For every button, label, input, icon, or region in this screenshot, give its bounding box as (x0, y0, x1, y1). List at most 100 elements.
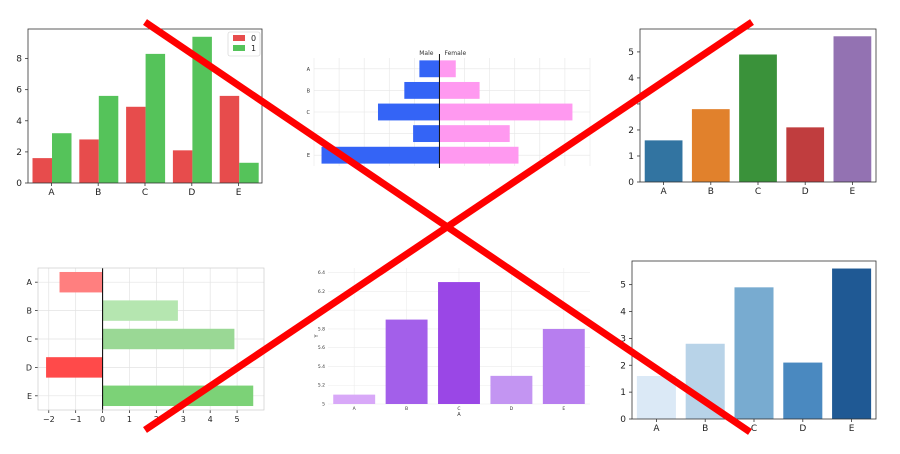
bar-E-series-0 (219, 95, 240, 183)
bar-B (691, 109, 730, 182)
y-tick-label: E (27, 392, 32, 401)
y-tick-label: 4 (620, 308, 626, 318)
y-tick-label: 2 (16, 148, 22, 158)
y-tick-label: 5 (620, 281, 626, 291)
x-tick-label: 1 (127, 415, 132, 424)
x-tick-label: A (661, 187, 668, 197)
x-tick-label: −2 (43, 415, 55, 424)
panel-blues-bar: A B C D E 0 1 2 3 4 5 (620, 260, 877, 434)
y-tick-label: 0 (16, 179, 22, 189)
y-tick-label: 5.4 (318, 364, 325, 370)
bar-D-series-1 (192, 36, 212, 184)
bar-C-female (439, 103, 573, 121)
x-tick-label: D (802, 187, 809, 197)
bar-E (832, 268, 872, 419)
bar-A (59, 271, 103, 293)
legend: 01 (227, 31, 261, 57)
header-female: Female (444, 50, 466, 57)
bar-A-series-0 (32, 158, 52, 183)
x-tick-label: B (708, 187, 714, 197)
bar-C (438, 282, 480, 404)
y-tick-label: 2 (628, 126, 634, 136)
x-tick-label: 4 (208, 415, 213, 424)
y-tick-label: A (307, 67, 311, 73)
panel-diverging-hbar: −2−1012345ABCDE (26, 267, 265, 424)
x-axis-label: A (457, 412, 461, 418)
x-tick-label: 3 (181, 415, 186, 424)
legend-swatch-0 (233, 35, 245, 41)
y-tick-label: C (26, 335, 32, 344)
bar-D (46, 357, 103, 378)
bar-C-male (377, 103, 440, 121)
y-tick-label: 1 (620, 388, 626, 398)
x-tick-label: C (751, 424, 757, 434)
legend-label-0: 0 (251, 34, 256, 43)
x-tick-label: −1 (70, 415, 82, 424)
bar-A (644, 140, 683, 182)
bar-B-female (439, 81, 480, 99)
x-tick-label: A (48, 188, 55, 198)
bar-E-female (439, 146, 519, 164)
x-tick-label: B (95, 188, 101, 198)
x-tick-label: E (850, 187, 856, 197)
y-tick-label: 5.6 (318, 345, 325, 351)
red-cross-overlay (143, 19, 754, 435)
bar-B-male (404, 81, 440, 99)
y-tick-label: 6.4 (318, 270, 325, 276)
y-tick-label: 5 (322, 402, 325, 408)
y-tick-label: 3 (620, 334, 626, 344)
cross-line-2 (143, 19, 754, 433)
plot-frame (37, 267, 265, 411)
legend-swatch-1 (233, 45, 245, 51)
bar-D-female (439, 125, 510, 143)
x-tick-label: D (510, 406, 514, 412)
y-tick-label: 6.2 (318, 289, 325, 295)
bar-C (734, 287, 774, 419)
x-tick-label: C (457, 406, 460, 412)
x-tick-label: C (142, 188, 148, 198)
bar-D-series-0 (172, 150, 193, 183)
y-axis-label: Y (314, 334, 320, 339)
bar-C (739, 54, 777, 182)
x-tick-label: B (702, 424, 708, 434)
x-tick-label: A (353, 406, 357, 412)
bar-D (490, 375, 533, 404)
bar-B (385, 319, 428, 404)
y-tick-label: 4 (628, 74, 634, 84)
x-tick-label: E (562, 406, 565, 412)
y-tick-label: D (26, 363, 32, 372)
x-tick-label: 5 (235, 415, 240, 424)
bar-D (783, 362, 823, 419)
panel-population-pyramid: ABCDEMaleFemale (306, 50, 591, 168)
y-tick-label: C (307, 110, 311, 116)
y-tick-label: 0 (628, 178, 634, 188)
bar-D (786, 127, 825, 182)
y-tick-label: 1 (628, 152, 634, 162)
bar-D-male (413, 125, 440, 143)
x-tick-label: A (653, 424, 660, 434)
y-tick-label: E (307, 153, 310, 159)
x-tick-label: B (405, 406, 408, 412)
bar-B (102, 300, 178, 321)
header-male: Male (419, 50, 434, 57)
bar-A (333, 394, 376, 404)
x-tick-label: E (236, 188, 242, 198)
bar-C (102, 328, 235, 350)
bar-A-series-1 (52, 133, 72, 183)
x-tick-label: E (849, 424, 855, 434)
bar-A-male (419, 60, 440, 78)
y-tick-label: 4 (16, 117, 22, 127)
y-tick-label: 0 (620, 415, 626, 425)
x-tick-label: D (188, 188, 195, 198)
bar-C-series-1 (145, 53, 166, 184)
y-tick-label: 5.8 (318, 326, 325, 332)
bar-B-series-1 (98, 95, 119, 183)
legend-label-1: 1 (251, 44, 256, 53)
bar-E-series-1 (239, 162, 259, 183)
y-tick-label: A (27, 278, 33, 287)
x-tick-label: C (755, 187, 761, 197)
bar-A-female (439, 60, 456, 78)
